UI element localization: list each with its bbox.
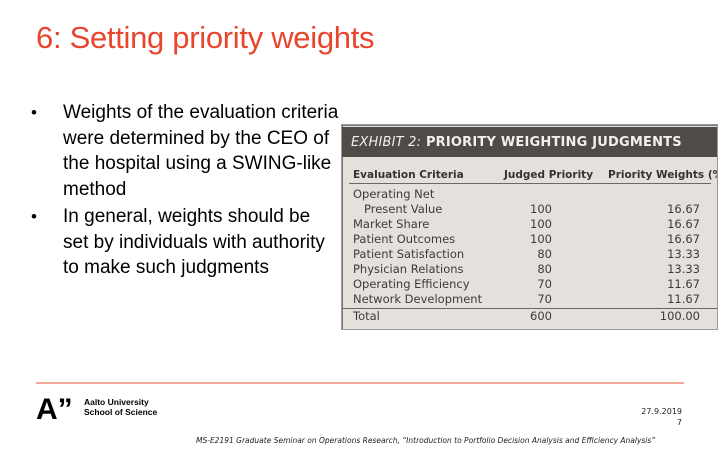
table-row: Operating Net: [342, 187, 717, 202]
priority-cell: 70: [537, 277, 552, 291]
priority-cell: 70: [537, 292, 552, 306]
header-rule: [349, 183, 711, 184]
bullet-item: • In general, weights should be set by i…: [30, 204, 340, 281]
table-row: Operating Efficiency 70 11.67: [342, 277, 717, 292]
criterion-cell: Total: [353, 309, 380, 323]
column-header-weights: Priority Weights (%): [608, 169, 718, 181]
priority-cell: 80: [537, 262, 552, 276]
page-number: 7: [676, 418, 682, 427]
weight-cell: 100.00: [659, 309, 700, 323]
exhibit-label: EXHIBIT 2:: [351, 135, 422, 150]
university-name: Aalto University: [84, 397, 149, 407]
weight-cell: 16.67: [667, 217, 700, 231]
criterion-cell: Network Development: [353, 292, 483, 306]
weight-cell: 11.67: [667, 277, 700, 291]
weight-cell: 11.67: [667, 292, 700, 306]
weight-cell: 13.33: [667, 247, 700, 261]
criterion-cell: Operating Efficiency: [353, 277, 470, 291]
course-footer: MS-E2191 Graduate Seminar on Operations …: [196, 436, 656, 445]
column-header-priority: Judged Priority: [504, 169, 594, 181]
weight-cell: 16.67: [667, 232, 700, 246]
exhibit-title: PRIORITY WEIGHTING JUDGMENTS: [425, 135, 682, 150]
aalto-logo-mark: A”: [36, 393, 73, 426]
bullet-glyph: •: [31, 207, 37, 226]
school-name: School of Science: [84, 407, 158, 417]
bullet-list: • Weights of the evaluation criteria wer…: [30, 100, 340, 283]
criterion-cell: Physician Relations: [353, 262, 464, 276]
table-row: Patient Satisfaction 80 13.33: [342, 247, 717, 262]
criterion-cell: Patient Satisfaction: [353, 247, 465, 261]
priority-cell: 100: [530, 217, 552, 231]
table-row: Physician Relations 80 13.33: [342, 262, 717, 277]
table-row: Present Value 100 16.67: [342, 202, 717, 217]
priority-cell: 100: [530, 202, 552, 216]
criterion-cell: Market Share: [353, 217, 430, 231]
bullet-text: In general, weights should be set by ind…: [63, 206, 325, 278]
weight-cell: 13.33: [667, 262, 700, 276]
table-total-row: Total 600 100.00: [342, 308, 717, 323]
criterion-cell: Present Value: [364, 202, 443, 216]
table-row: Market Share 100 16.67: [342, 217, 717, 232]
footer-divider: [36, 382, 684, 384]
slide-date: 27.9.2019: [641, 407, 682, 416]
table-row: Patient Outcomes 100 16.67: [342, 232, 717, 247]
criterion-cell: Operating Net: [353, 187, 435, 201]
slide-title: 6: Setting priority weights: [36, 20, 375, 55]
priority-cell: 600: [530, 309, 552, 323]
weight-cell: 16.67: [667, 202, 700, 216]
aalto-logo-text: Aalto University School of Science: [84, 397, 157, 417]
column-header-criteria: Evaluation Criteria: [353, 169, 464, 181]
exhibit-header: EXHIBIT 2: PRIORITY WEIGHTING JUDGMENTS: [342, 127, 717, 157]
criterion-cell: Patient Outcomes: [353, 232, 456, 246]
bullet-glyph: •: [31, 103, 37, 122]
bullet-text: Weights of the evaluation criteria were …: [63, 102, 339, 200]
priority-cell: 100: [530, 232, 552, 246]
table-row: Network Development 70 11.67: [342, 292, 717, 307]
exhibit-table-image: EXHIBIT 2: PRIORITY WEIGHTING JUDGMENTS …: [341, 124, 718, 330]
priority-cell: 80: [537, 247, 552, 261]
bullet-item: • Weights of the evaluation criteria wer…: [30, 100, 340, 202]
